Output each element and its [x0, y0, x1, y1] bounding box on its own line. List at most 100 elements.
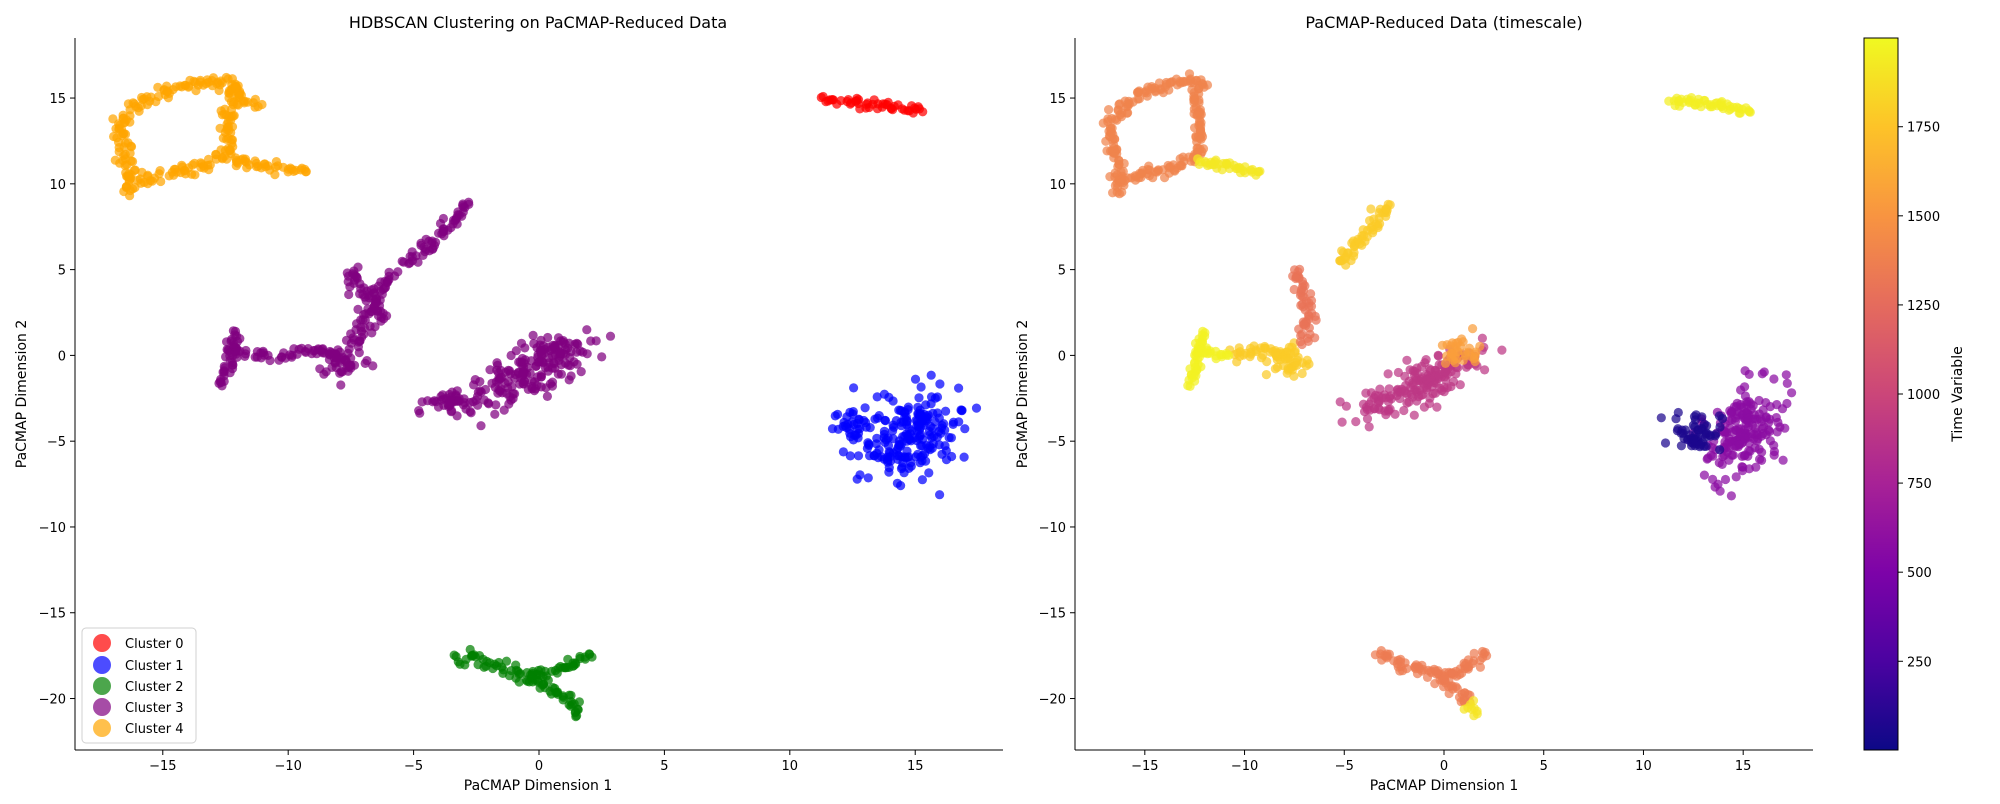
right-point-series-1: [1757, 369, 1767, 379]
left-xtick-label: 0: [535, 759, 543, 774]
right-xtick-label: 10: [1635, 759, 1652, 774]
left-point-series-4: [126, 142, 137, 152]
right-point-series-1: [1736, 400, 1746, 410]
left-point-series-3: [549, 359, 559, 369]
left-point-series-3: [547, 377, 558, 387]
left-point-series-1: [880, 416, 891, 426]
left-point-series-3: [493, 388, 503, 398]
left-point-series-4: [120, 129, 131, 139]
right-point-series-7: [1399, 405, 1409, 416]
right-point-series-5: [1130, 175, 1141, 185]
left-point-series-4: [118, 113, 128, 123]
left-point-series-3: [547, 344, 557, 354]
colorbar-tick-label: 500: [1907, 566, 1932, 581]
left-point-series-3: [527, 381, 537, 392]
left-point-series-3: [542, 391, 553, 401]
left-point-series-3: [343, 366, 353, 376]
left-point-series-1: [916, 441, 926, 451]
right-point-series-7: [1351, 417, 1361, 427]
right-point-series-9: [1275, 349, 1285, 359]
right-point-series-7: [1440, 367, 1451, 377]
colorbar-ticks: 250 500 750 1000 1250 1500 1750: [1898, 121, 1940, 670]
right-point-series-7: [1364, 422, 1374, 432]
right-point-series-1: [1764, 425, 1774, 435]
left-point-series-4: [263, 161, 273, 171]
right-point-series-5: [1144, 171, 1154, 181]
left-point-series-3: [543, 332, 553, 343]
right-point-series-4: [1459, 704, 1469, 714]
left-point-series-3: [536, 382, 546, 392]
left-point-series-4: [181, 169, 191, 179]
right-point-series-6: [1225, 158, 1235, 168]
right-point-series-5: [1165, 78, 1175, 88]
left-point-series-4: [129, 165, 139, 175]
right-point-series-1: [1782, 378, 1792, 388]
left-point-series-1: [925, 421, 936, 432]
left-point-series-3: [336, 380, 346, 390]
left-point-series-1: [896, 481, 906, 491]
right-point-series-7: [1335, 397, 1345, 407]
left-point-series-3: [473, 387, 483, 397]
right-point-series-1: [1754, 444, 1764, 454]
right-point-series-3: [1475, 662, 1485, 672]
left-point-series-1: [936, 428, 946, 438]
left-point-series-3: [397, 256, 407, 266]
right-point-series-7: [1421, 375, 1432, 385]
chart-right-points: [1098, 69, 1797, 721]
left-point-series-1: [900, 408, 910, 418]
right-point-series-5: [1134, 86, 1144, 96]
right-point-series-7: [1480, 365, 1490, 375]
right-point-series-5: [1104, 105, 1114, 115]
left-xtick-label: −10: [274, 759, 301, 774]
right-point-series-11: [1198, 326, 1208, 336]
right-point-series-1: [1740, 366, 1750, 376]
left-point-series-1: [873, 453, 883, 463]
right-point-series-0: [1678, 97, 1688, 107]
left-point-series-3: [480, 384, 491, 395]
right-point-series-2: [1677, 425, 1687, 435]
right-xtick-label: 0: [1440, 759, 1448, 774]
left-point-series-4: [216, 106, 226, 116]
right-point-series-1: [1744, 446, 1754, 456]
right-point-series-9: [1373, 220, 1383, 231]
left-point-series-3: [341, 335, 352, 345]
right-point-series-7: [1418, 390, 1428, 400]
right-point-series-5: [1152, 167, 1162, 177]
right-point-series-5: [1102, 146, 1112, 156]
right-point-series-9: [1358, 225, 1368, 235]
right-point-series-3: [1469, 648, 1479, 659]
right-point-series-8: [1460, 351, 1470, 361]
right-point-series-9: [1261, 370, 1271, 380]
right-point-series-7: [1430, 388, 1441, 398]
right-point-series-7: [1375, 384, 1385, 394]
right-point-series-6: [1253, 167, 1264, 177]
left-point-series-1: [884, 467, 894, 477]
left-point-series-4: [164, 171, 174, 181]
left-ytick-label: −10: [39, 521, 66, 536]
chart-left: HDBSCAN Clustering on PaCMAP-Reduced Dat…: [14, 13, 1003, 794]
colorbar-tick-label: 1500: [1907, 210, 1940, 225]
left-point-series-3: [353, 342, 363, 352]
right-point-series-2: [1676, 441, 1686, 451]
chart-left-xlabel: PaCMAP Dimension 1: [464, 778, 613, 794]
left-xtick-label: 15: [907, 759, 924, 774]
colorbar-tick-label: 1000: [1907, 388, 1940, 403]
right-point-series-5: [1160, 173, 1170, 183]
right-ytick-label: −10: [1039, 521, 1066, 536]
left-point-series-0: [918, 107, 928, 117]
right-point-series-5: [1104, 131, 1114, 141]
left-point-series-2: [481, 661, 491, 671]
left-point-series-3: [536, 370, 547, 380]
left-point-series-4: [151, 97, 161, 107]
left-point-series-4: [133, 175, 143, 185]
left-point-series-4: [211, 154, 221, 164]
left-point-series-4: [128, 98, 138, 108]
left-ytick-label: 5: [58, 264, 66, 279]
left-point-series-3: [582, 325, 592, 335]
left-point-series-1: [874, 445, 884, 455]
left-point-series-1: [971, 403, 982, 413]
legend-label-cluster-0: Cluster 0: [125, 637, 184, 652]
left-point-series-3: [321, 367, 331, 377]
left-point-series-1: [838, 447, 849, 457]
